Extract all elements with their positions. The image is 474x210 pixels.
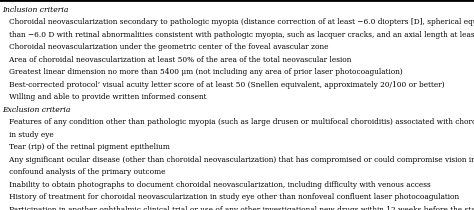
Text: History of treatment for choroidal neovascularization in study eye other than no: History of treatment for choroidal neova…	[2, 193, 459, 201]
Text: Greatest linear dimension no more than 5400 μm (not including any area of prior : Greatest linear dimension no more than 5…	[2, 68, 402, 76]
Text: Inclusion criteria: Inclusion criteria	[2, 6, 68, 14]
Text: Exclusion criteria: Exclusion criteria	[2, 106, 70, 114]
Text: Area of choroidal neovascularization at least 50% of the area of the total neova: Area of choroidal neovascularization at …	[2, 56, 351, 64]
Text: Best-corrected protocol’ visual acuity letter score of at least 50 (Snellen equi: Best-corrected protocol’ visual acuity l…	[2, 81, 445, 89]
Text: Inability to obtain photographs to document choroidal neovascularization, includ: Inability to obtain photographs to docum…	[2, 181, 431, 189]
Text: confound analysis of the primary outcome: confound analysis of the primary outcome	[2, 168, 165, 176]
Text: Willing and able to provide written informed consent: Willing and able to provide written info…	[2, 93, 206, 101]
Text: Any significant ocular disease (other than choroidal neovascularization) that ha: Any significant ocular disease (other th…	[2, 156, 474, 164]
Text: than −6.0 D with retinal abnormalities consistent with pathologic myopia, such a: than −6.0 D with retinal abnormalities c…	[2, 31, 474, 39]
Text: Features of any condition other than pathologic myopia (such as large drusen or : Features of any condition other than pat…	[2, 118, 474, 126]
Text: Tear (rip) of the retinal pigment epithelium: Tear (rip) of the retinal pigment epithe…	[2, 143, 170, 151]
Text: Choroidal neovascularization under the geometric center of the foveal avascular : Choroidal neovascularization under the g…	[2, 43, 328, 51]
Text: Choroidal neovascularization secondary to pathologic myopia (distance correction: Choroidal neovascularization secondary t…	[2, 18, 474, 26]
Text: Participation in another ophthalmic clinical trial or use of any other investiga: Participation in another ophthalmic clin…	[2, 206, 474, 210]
Text: in study eye: in study eye	[2, 131, 54, 139]
